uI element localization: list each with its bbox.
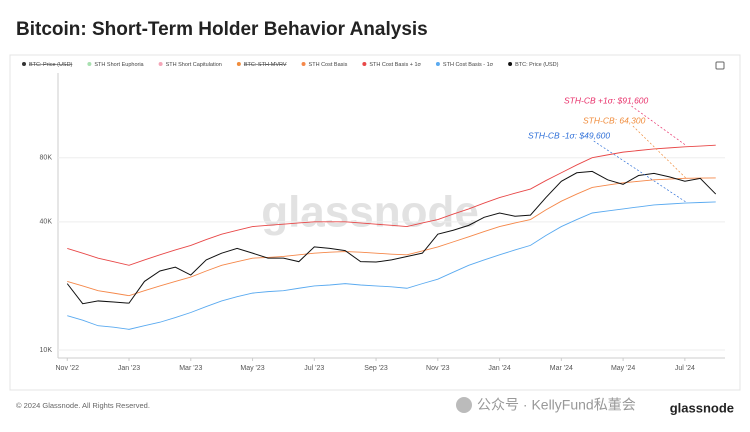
- footer: © 2024 Glassnode. All Rights Reserved.: [16, 401, 150, 410]
- legend-label[interactable]: STH Short Euphoria: [94, 62, 144, 68]
- annotation: STH-CB: 64,300: [583, 115, 646, 125]
- brand: glassnode: [670, 400, 734, 415]
- wechat-label: 公众号 · KellyFund私董会: [477, 397, 636, 413]
- annotation-leader: [632, 125, 686, 179]
- x-tick-label: May '23: [240, 365, 264, 372]
- x-tick-label: May '24: [611, 365, 635, 372]
- legend-label[interactable]: STH Cost Basis + 1σ: [369, 62, 421, 68]
- series-line: [67, 144, 716, 266]
- legend-label[interactable]: BTC: STH-MVRV: [244, 62, 287, 68]
- x-tick-label: Mar '24: [550, 365, 573, 372]
- legend-label[interactable]: BTC: Price (USD): [515, 62, 559, 68]
- y-tick-label: 10K: [40, 347, 53, 354]
- annotation: STH-CB +1σ: $91,600: [564, 95, 649, 105]
- x-tick-label: Mar '23: [179, 365, 202, 372]
- x-tick-label: Jan '23: [118, 365, 140, 372]
- y-tick-label: 40K: [40, 219, 53, 226]
- annotation-leader: [631, 105, 686, 146]
- legend-swatch: [22, 62, 26, 66]
- legend-swatch: [301, 62, 306, 66]
- x-tick-label: Jul '23: [304, 365, 324, 372]
- legend-label[interactable]: STH Cost Basis: [309, 62, 348, 68]
- series-line: [66, 170, 717, 305]
- legend-swatch: [158, 62, 163, 66]
- legend-label[interactable]: STH Short Capitulation: [166, 62, 222, 68]
- legend-label[interactable]: STH Cost Basis - 1σ: [443, 62, 494, 68]
- legend-swatch: [508, 62, 513, 66]
- x-tick-label: Jul '24: [675, 365, 695, 372]
- x-tick-label: Sep '23: [364, 365, 388, 372]
- y-tick-label: 80K: [40, 155, 53, 162]
- watermark: glassnode: [261, 188, 479, 237]
- legend-swatch: [362, 62, 367, 66]
- wechat-icon: [456, 397, 472, 413]
- series-line: [67, 201, 716, 330]
- camera-icon[interactable]: [715, 61, 725, 70]
- legend-swatch: [87, 62, 92, 66]
- legend-label[interactable]: BTC: Price (USD): [29, 62, 73, 68]
- x-tick-label: Nov '22: [56, 365, 80, 372]
- series-line: [67, 177, 716, 297]
- chart-frame: [9, 54, 741, 391]
- legend-swatch: [236, 62, 241, 66]
- x-tick-label: Jan '24: [488, 365, 510, 372]
- chart-title: Bitcoin: Short-Term Holder Behavior Anal…: [16, 19, 428, 40]
- legend-swatch: [435, 62, 440, 66]
- x-tick-label: Nov '23: [426, 365, 450, 372]
- annotation: STH-CB -1σ: $49,600: [528, 130, 610, 140]
